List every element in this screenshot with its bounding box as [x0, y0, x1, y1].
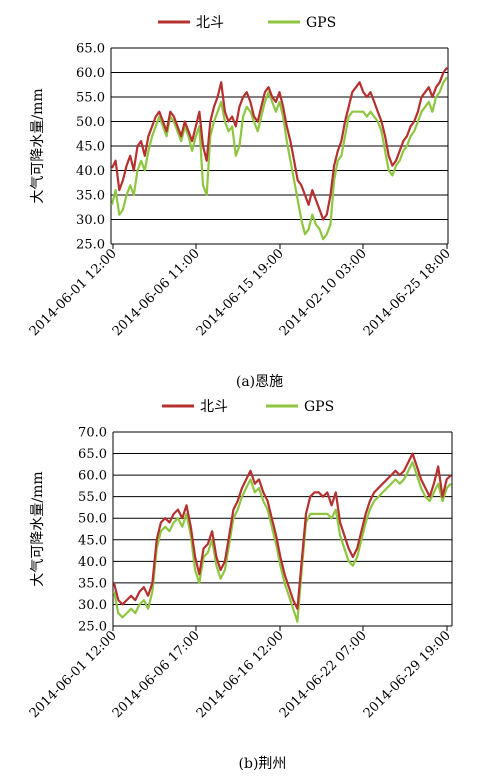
legend-label: GPS	[304, 399, 334, 415]
y-tick-label: 55.0	[76, 91, 105, 106]
series-line-beidou	[111, 66, 448, 221]
y-tick-label: 50.0	[78, 512, 107, 527]
y-tick-label: 45.0	[76, 140, 105, 155]
chart-panel-a: 25.0 30.0 35.0 40.0 45.0 50.0 55.0 60.0 65.0 大气可降…	[27, 15, 454, 390]
y-tick-label: 35.0	[78, 576, 107, 591]
y-tick-label: 40.0	[76, 164, 105, 179]
y-tick-label: 65.0	[78, 447, 107, 462]
x-tick-label: 2014-06-15 19:00	[194, 246, 287, 339]
y-axis-label: 大气可降水量/mm	[30, 88, 46, 203]
y-tick-label: 25.0	[76, 238, 105, 253]
chart-caption: (b)荆州	[239, 756, 287, 772]
y-axis-label: 大气可降水量/mm	[30, 471, 46, 586]
x-tick-label: 2014-06-06 11:00	[110, 246, 203, 339]
chart-caption: (a)恩施	[236, 374, 283, 390]
legend-label: GPS	[306, 15, 336, 31]
x-tick-label: 2014-06-29 19:00	[361, 628, 454, 721]
y-tick-label: 50.0	[76, 115, 105, 130]
series-line-beidou	[112, 452, 452, 610]
x-tick-label: 2014-06-16 12:00	[194, 628, 287, 721]
x-tick-label: 2014-06-01 12:00	[27, 628, 120, 721]
y-tick-label: 60.0	[78, 469, 107, 484]
x-tick-label: 2014-06-06 17:00	[110, 628, 203, 721]
series-line-gps	[112, 461, 452, 623]
y-tick-label: 25.0	[78, 620, 107, 635]
y-tick-label: 60.0	[76, 66, 105, 81]
x-tick-label: 2014-06-22 07:00	[277, 628, 370, 721]
legend-label: 北斗	[196, 15, 224, 31]
y-tick-label: 30.0	[78, 598, 107, 613]
x-tick-label: 2014-06-01 12:00	[27, 246, 120, 339]
y-tick-label: 35.0	[76, 189, 105, 204]
y-tick-label: 55.0	[78, 490, 107, 505]
x-tick-label: 2014-06-25 18:00	[361, 246, 454, 339]
y-tick-label: 40.0	[78, 555, 107, 570]
y-tick-label: 65.0	[76, 42, 105, 57]
y-tick-label: 30.0	[76, 213, 105, 228]
x-tick-label: 2014-02-10 03:00	[277, 246, 370, 339]
y-tick-label: 70.0	[78, 426, 107, 441]
legend-label: 北斗	[200, 399, 228, 415]
chart-panel-b: 25.0 30.0 35.0 40.0 45.0 50.0 55.0 60.0 65.0 70.0…	[27, 399, 454, 772]
y-tick-label: 45.0	[78, 533, 107, 548]
